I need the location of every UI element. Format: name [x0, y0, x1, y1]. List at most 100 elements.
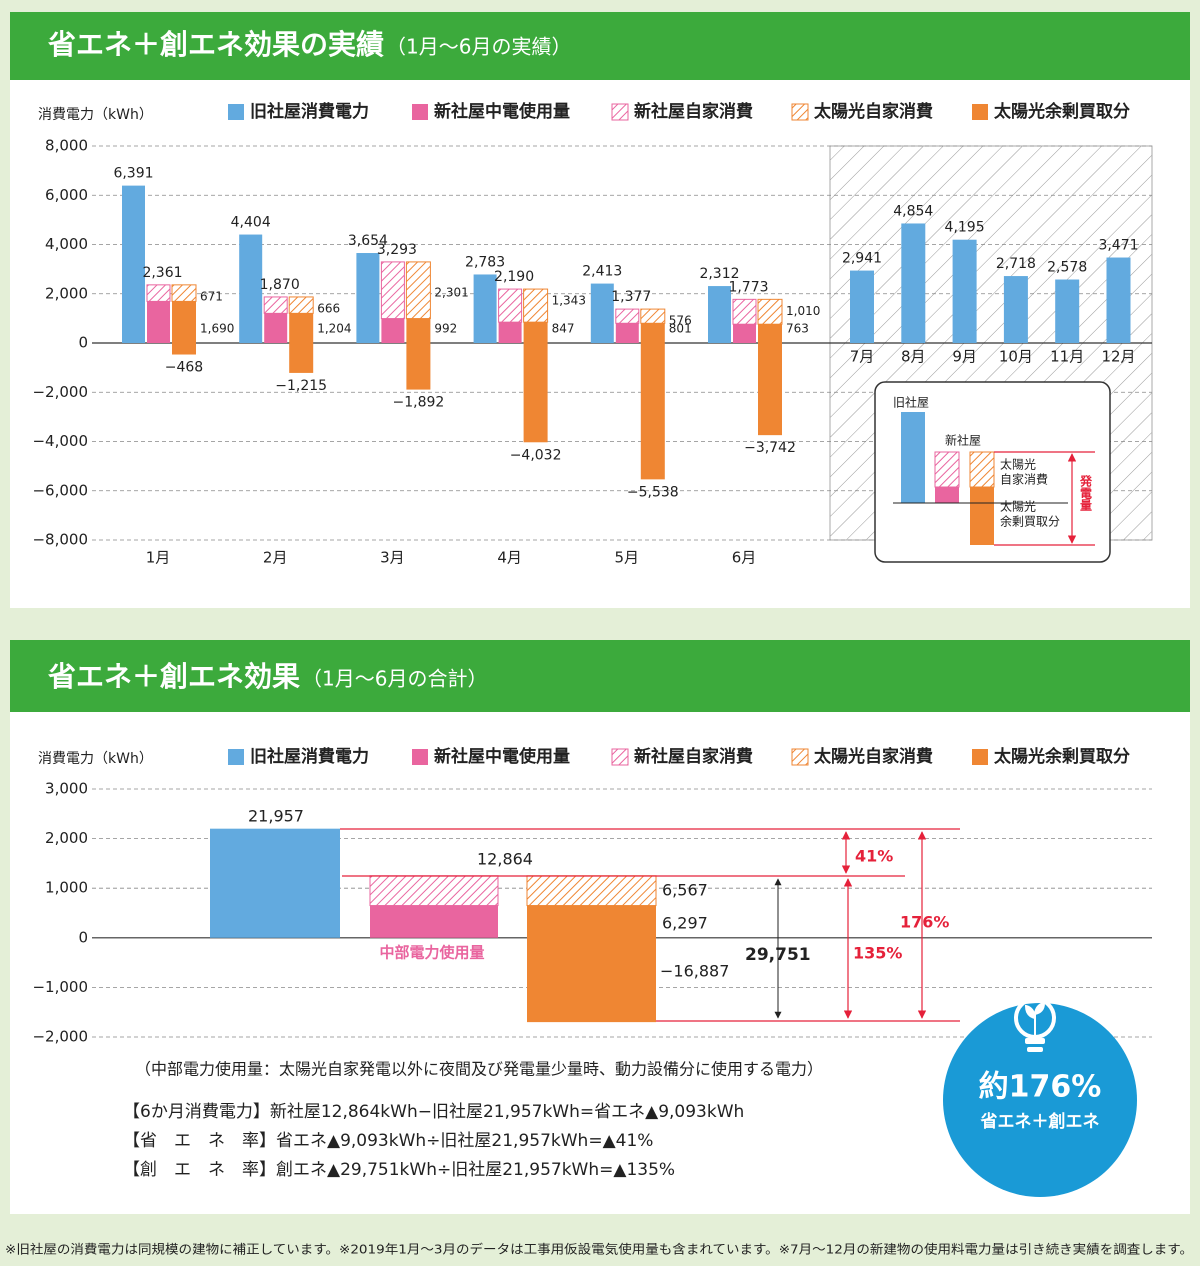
annotation: 176% — [900, 913, 949, 932]
section-subtitle: （1月～6月の合計） — [302, 667, 487, 691]
bar — [708, 286, 731, 343]
bulb-icon — [1014, 997, 1056, 1039]
bar — [147, 301, 170, 343]
header-bar — [10, 12, 1190, 80]
inset-label: 発電量 — [1079, 474, 1093, 511]
data-label: 4,404 — [231, 215, 271, 231]
y-tick-label: 3,000 — [45, 780, 88, 798]
bar — [172, 301, 196, 355]
x-tick-label: 1月 — [146, 549, 171, 567]
bar-hatched — [405, 261, 431, 320]
data-label: 2,783 — [465, 254, 505, 270]
legend-label: 太陽光自家消費 — [814, 101, 933, 122]
inset-label: 旧社屋 — [893, 395, 929, 410]
bar — [952, 239, 977, 343]
data-label: 2,361 — [142, 265, 182, 281]
bar — [758, 324, 782, 436]
data-label: −4,032 — [510, 447, 562, 463]
x-tick-label: 9月 — [952, 348, 977, 366]
data-label: 2,413 — [582, 264, 622, 280]
bar — [210, 828, 340, 938]
data-label: −468 — [165, 360, 203, 376]
data-label: 847 — [552, 322, 575, 336]
bar — [850, 270, 874, 343]
bar-hatched — [757, 298, 783, 325]
x-tick-label: 8月 — [901, 348, 926, 366]
annotation: 6,297 — [662, 914, 708, 933]
x-tick-label: 7月 — [850, 348, 875, 366]
data-label: −1,215 — [275, 378, 327, 394]
inset-bar — [934, 451, 960, 488]
y-axis-label: 消費電力（kWh） — [38, 751, 153, 767]
section-title: 省エネ＋創エネ効果 — [48, 660, 300, 693]
inset-label: 自家消費 — [1000, 472, 1048, 487]
data-label: 992 — [434, 322, 457, 336]
bar — [498, 322, 522, 343]
data-label: 2,190 — [494, 269, 534, 285]
bar-hatched — [171, 284, 197, 302]
bar — [590, 283, 614, 343]
bar-hatched — [263, 296, 288, 314]
annotation: 21,957 — [248, 807, 304, 826]
annotation: 中部電力使用量 — [379, 944, 484, 962]
y-tick-label: 0 — [78, 334, 88, 352]
footnote: ※旧社屋の消費電力は同規模の建物に補正しています。※2019年1月～3月のデータ… — [5, 1242, 1193, 1257]
y-tick-label: 0 — [78, 928, 88, 946]
x-tick-label: 6月 — [732, 549, 757, 567]
data-label: −5,538 — [627, 484, 679, 500]
bar — [381, 318, 405, 343]
data-label: 1,204 — [317, 322, 351, 336]
section-title: 省エネ＋創エネ効果の実績 — [48, 28, 384, 61]
bar-hatched — [380, 261, 405, 320]
inset-label: 太陽光 — [1000, 457, 1036, 472]
bar-hatched — [369, 875, 499, 907]
y-tick-label: −2,000 — [32, 383, 88, 401]
bar — [264, 313, 288, 343]
legend-label: 新社屋中電使用量 — [434, 746, 570, 767]
inset-label: 太陽光 — [1000, 499, 1036, 514]
bar — [615, 323, 639, 343]
legend-label: 新社屋自家消費 — [634, 746, 753, 767]
inset-bar — [970, 487, 994, 545]
bar-hatched — [498, 288, 523, 323]
y-tick-label: 4,000 — [45, 235, 88, 253]
legend-swatch — [791, 103, 809, 121]
legend-swatch — [611, 103, 629, 121]
inset-label: 新社屋 — [945, 433, 981, 448]
data-label: 2,718 — [996, 256, 1036, 272]
bar — [289, 313, 314, 373]
inset-label: 余剰買取分 — [1000, 514, 1060, 529]
x-tick-label: 11月 — [1050, 348, 1084, 366]
y-tick-label: 8,000 — [45, 137, 88, 155]
y-axis-label: 消費電力（kWh） — [38, 107, 153, 123]
inset-bar — [969, 451, 995, 488]
y-tick-label: −6,000 — [32, 481, 88, 499]
data-label: 4,854 — [893, 203, 933, 219]
bar — [356, 253, 380, 343]
data-label: 671 — [200, 289, 223, 303]
formula: 【創 エ ネ 率】創エネ▲29,751kWh÷旧社屋21,957kWh=▲135… — [123, 1160, 675, 1180]
x-tick-label: 5月 — [615, 549, 640, 567]
y-tick-label: 1,000 — [45, 879, 88, 897]
badge: 約176% 省エネ＋創エネ — [943, 997, 1137, 1197]
annotation: 6,567 — [662, 881, 708, 900]
data-label: 576 — [669, 314, 692, 328]
legend-swatch — [972, 104, 988, 120]
legend-swatch — [972, 749, 988, 765]
inset-legend: 旧社屋 新社屋 太陽光 自家消費 太陽光 余剰買取分 発電量 — [874, 381, 1111, 563]
data-label: 1,343 — [552, 294, 586, 308]
bulb-icon — [1025, 1038, 1045, 1044]
data-label: 3,293 — [377, 242, 417, 258]
annotation: 12,864 — [477, 850, 533, 869]
bar — [527, 905, 656, 1023]
inset-bar — [935, 487, 959, 503]
bar — [239, 234, 263, 343]
bar-hatched — [288, 296, 314, 314]
legend-swatch — [412, 104, 428, 120]
plots: 省エネ＋創エネ効果の実績 （1月～6月の実績） 消費電力（kWh） 8,000 6,00… — [32, 28, 1152, 1046]
data-label: 666 — [317, 301, 340, 315]
y-tick-label: 6,000 — [45, 186, 88, 204]
legend-label: 太陽光自家消費 — [814, 746, 933, 767]
legend-swatch — [412, 749, 428, 765]
formula: 【6か月消費電力】新社屋12,864kWh−旧社屋21,957kWh=省エネ▲9… — [123, 1102, 744, 1122]
